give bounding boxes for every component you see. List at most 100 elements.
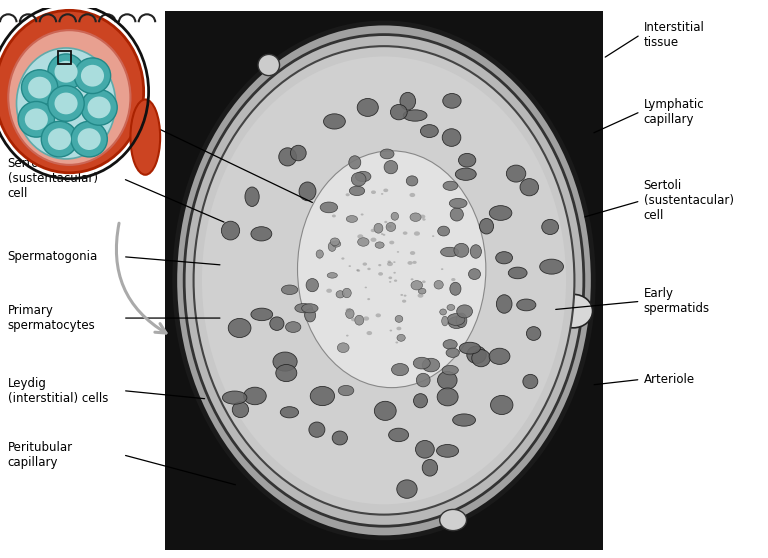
Ellipse shape <box>378 272 383 276</box>
Ellipse shape <box>338 386 354 396</box>
Ellipse shape <box>276 364 296 382</box>
Ellipse shape <box>395 315 402 323</box>
Ellipse shape <box>71 121 108 157</box>
Ellipse shape <box>320 202 338 213</box>
Ellipse shape <box>517 299 536 311</box>
Ellipse shape <box>175 23 593 538</box>
Ellipse shape <box>439 509 466 531</box>
Text: Interstitial
tissue: Interstitial tissue <box>644 21 704 49</box>
Ellipse shape <box>365 287 367 288</box>
Ellipse shape <box>380 149 394 159</box>
Ellipse shape <box>370 238 376 242</box>
Ellipse shape <box>411 278 413 280</box>
Ellipse shape <box>302 304 318 313</box>
Ellipse shape <box>299 182 316 201</box>
Ellipse shape <box>363 316 369 321</box>
Ellipse shape <box>356 269 359 271</box>
Ellipse shape <box>55 93 78 114</box>
Ellipse shape <box>422 358 440 372</box>
Ellipse shape <box>319 257 321 259</box>
Ellipse shape <box>389 428 409 442</box>
Ellipse shape <box>491 396 513 415</box>
Ellipse shape <box>447 314 465 325</box>
Ellipse shape <box>457 305 472 318</box>
Ellipse shape <box>258 54 280 75</box>
Ellipse shape <box>346 215 358 223</box>
Ellipse shape <box>328 242 336 252</box>
Ellipse shape <box>397 334 406 341</box>
Ellipse shape <box>374 401 396 420</box>
Ellipse shape <box>389 281 392 283</box>
Ellipse shape <box>357 99 379 117</box>
Ellipse shape <box>540 259 564 274</box>
Ellipse shape <box>489 206 511 220</box>
Ellipse shape <box>554 295 593 328</box>
Ellipse shape <box>352 172 366 186</box>
Ellipse shape <box>381 233 383 235</box>
Ellipse shape <box>404 295 406 297</box>
Ellipse shape <box>290 145 306 161</box>
Ellipse shape <box>387 262 393 266</box>
Ellipse shape <box>286 321 301 333</box>
Text: Arteriole: Arteriole <box>644 373 695 386</box>
Ellipse shape <box>384 161 398 174</box>
Ellipse shape <box>451 278 455 281</box>
Ellipse shape <box>449 317 465 329</box>
Ellipse shape <box>394 280 397 282</box>
Ellipse shape <box>409 193 415 197</box>
Ellipse shape <box>496 295 512 313</box>
Ellipse shape <box>508 267 527 279</box>
Ellipse shape <box>442 365 458 375</box>
Ellipse shape <box>251 308 273 321</box>
Ellipse shape <box>436 445 458 457</box>
Ellipse shape <box>375 242 384 248</box>
Ellipse shape <box>456 313 467 328</box>
Ellipse shape <box>25 108 48 130</box>
Ellipse shape <box>279 148 296 166</box>
Ellipse shape <box>384 221 387 223</box>
Ellipse shape <box>393 272 396 273</box>
Ellipse shape <box>388 261 391 263</box>
Ellipse shape <box>297 151 486 388</box>
Ellipse shape <box>400 93 415 110</box>
Ellipse shape <box>55 61 78 83</box>
Ellipse shape <box>400 294 403 296</box>
Ellipse shape <box>391 213 399 220</box>
Ellipse shape <box>442 316 449 326</box>
Ellipse shape <box>447 305 455 310</box>
Ellipse shape <box>434 281 443 289</box>
Ellipse shape <box>442 129 461 146</box>
Ellipse shape <box>389 72 462 90</box>
Ellipse shape <box>416 373 430 387</box>
Ellipse shape <box>437 388 458 406</box>
Ellipse shape <box>458 153 476 167</box>
Ellipse shape <box>356 171 371 182</box>
Ellipse shape <box>131 99 161 175</box>
Text: Spermatogonia: Spermatogonia <box>8 250 98 263</box>
Ellipse shape <box>390 104 407 120</box>
Ellipse shape <box>74 58 111 94</box>
Ellipse shape <box>412 261 417 264</box>
Ellipse shape <box>251 227 272 241</box>
Ellipse shape <box>28 76 51 99</box>
Ellipse shape <box>333 241 341 247</box>
Ellipse shape <box>17 48 115 159</box>
Ellipse shape <box>346 335 349 336</box>
Ellipse shape <box>396 341 398 344</box>
Ellipse shape <box>506 165 526 182</box>
Ellipse shape <box>346 309 354 319</box>
Ellipse shape <box>362 262 367 266</box>
Ellipse shape <box>376 314 381 318</box>
Ellipse shape <box>443 181 458 190</box>
Ellipse shape <box>441 268 443 270</box>
Ellipse shape <box>419 288 426 294</box>
Ellipse shape <box>459 342 481 354</box>
Ellipse shape <box>403 110 427 121</box>
Ellipse shape <box>450 282 461 295</box>
Ellipse shape <box>371 190 376 194</box>
Ellipse shape <box>526 326 541 340</box>
Ellipse shape <box>374 223 383 233</box>
Ellipse shape <box>422 218 425 221</box>
Ellipse shape <box>366 331 372 335</box>
Bar <box>165 11 603 550</box>
